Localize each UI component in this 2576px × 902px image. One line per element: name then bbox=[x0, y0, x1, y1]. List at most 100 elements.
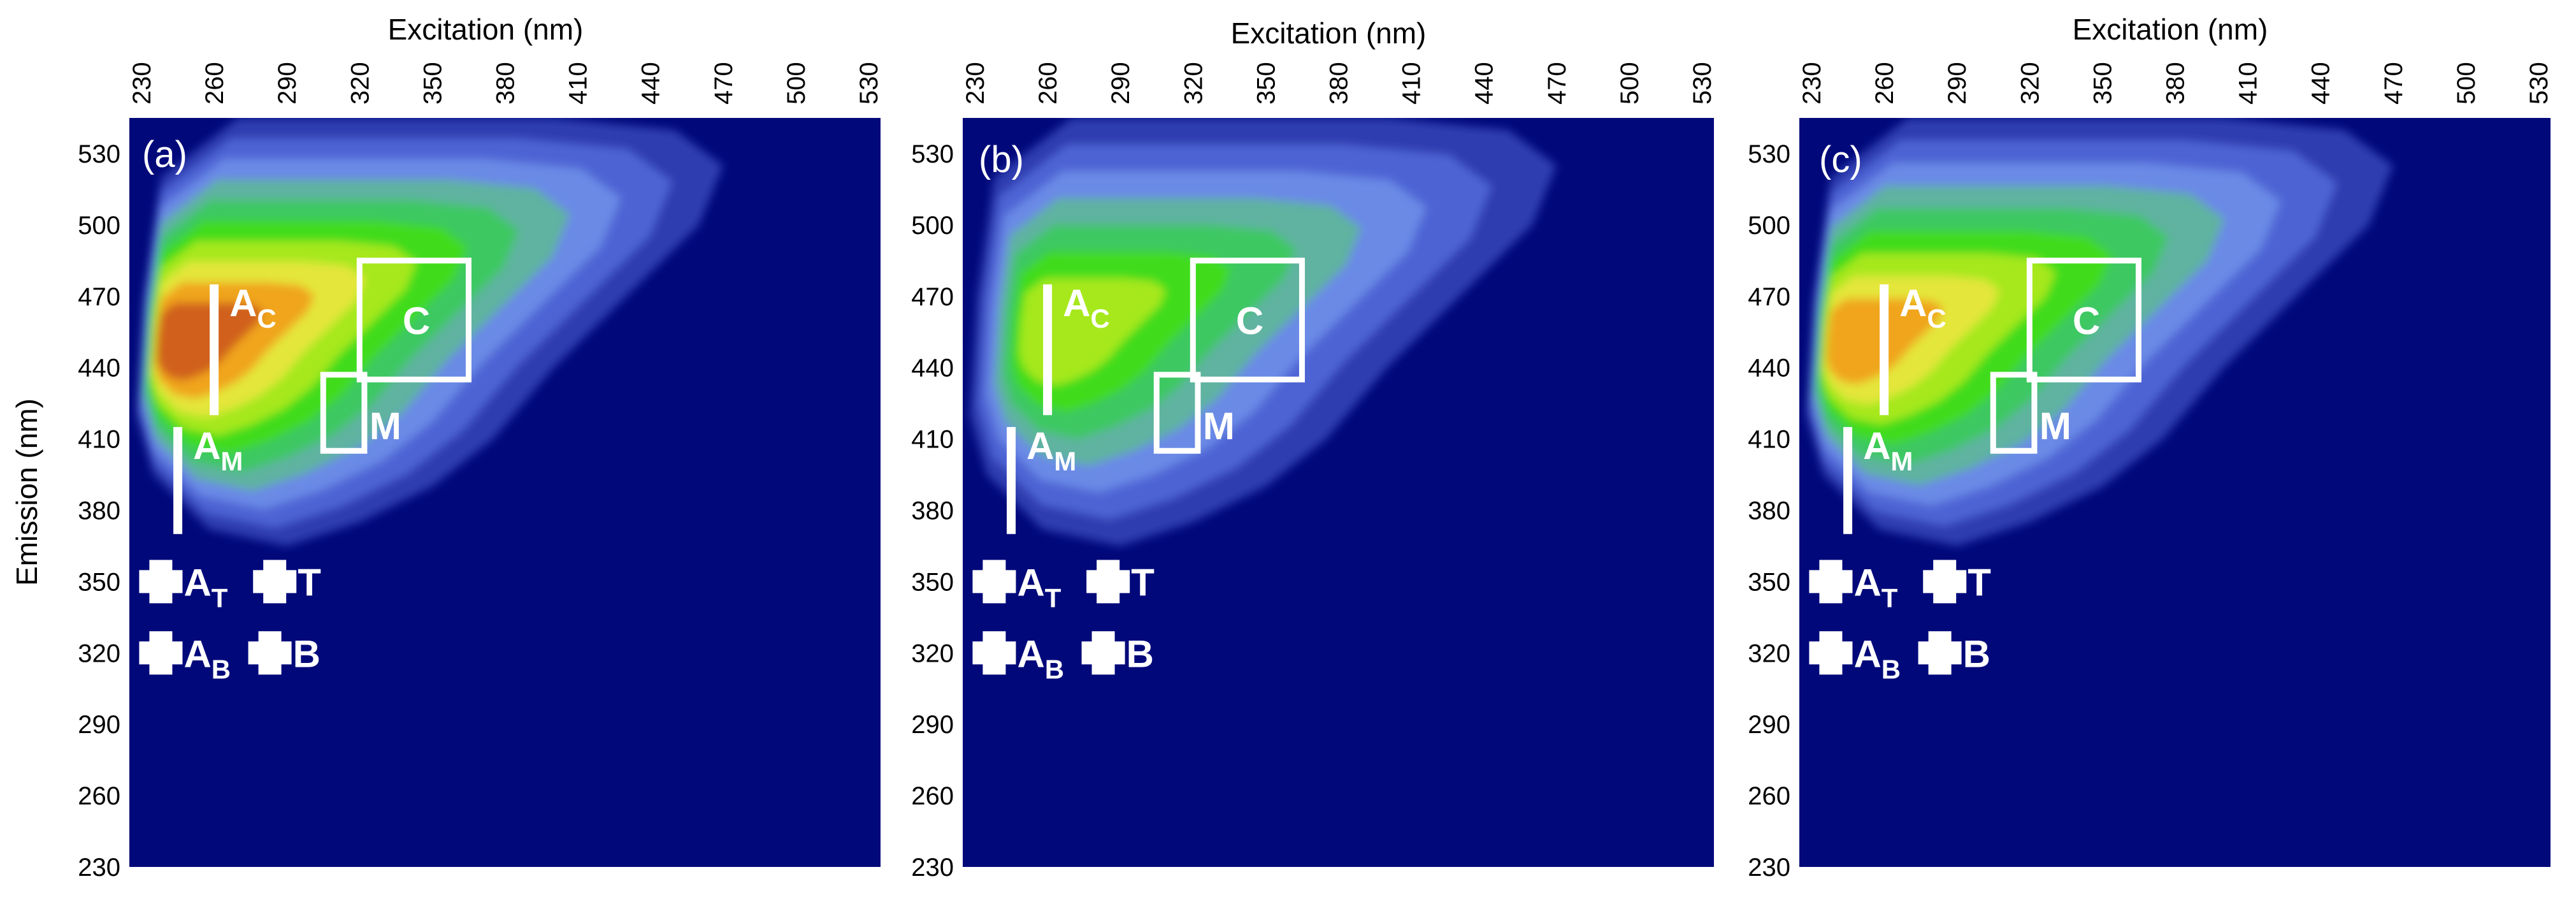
region-c: C bbox=[1190, 258, 1305, 382]
cross-marker bbox=[253, 560, 297, 604]
region-label: B bbox=[293, 632, 320, 675]
y-tick-label: 500 bbox=[78, 212, 120, 240]
region-label: M bbox=[1203, 405, 1235, 447]
y-tick-label: 530 bbox=[78, 140, 120, 168]
x-tick-label: 440 bbox=[637, 62, 665, 105]
y-tick-label: 320 bbox=[1748, 639, 1790, 667]
region-subscript: T bbox=[1045, 583, 1061, 613]
y-tick-label: 470 bbox=[911, 283, 954, 311]
y-tick-label: 440 bbox=[78, 354, 120, 382]
y-tick-label: 230 bbox=[1748, 854, 1790, 882]
x-axis-title: Excitation (nm) bbox=[388, 13, 584, 46]
panel-label: (c) bbox=[1819, 139, 1862, 180]
contour-layers bbox=[136, 118, 723, 546]
contour-layers bbox=[1806, 118, 2393, 546]
region-b: B bbox=[248, 631, 320, 675]
region-label: M bbox=[2040, 405, 2071, 447]
region-label: T bbox=[1968, 561, 1991, 604]
region-subscript: M bbox=[220, 446, 243, 476]
y-tick-label: 380 bbox=[78, 497, 120, 525]
contour-layers bbox=[970, 118, 1557, 546]
axis-ticks: 230 260 290 320 350 380 410 440 470 500 530 530 500 4… bbox=[911, 62, 1716, 882]
x-tick-label: 320 bbox=[2016, 62, 2044, 105]
cross-marker bbox=[1086, 560, 1130, 604]
cross-marker bbox=[1809, 631, 1853, 675]
y-tick-label: 230 bbox=[78, 854, 120, 882]
y-tick-label: 410 bbox=[1748, 426, 1790, 454]
region-m: M bbox=[1153, 372, 1235, 454]
panel-label: (a) bbox=[142, 134, 187, 175]
region-subscript: T bbox=[212, 583, 228, 613]
region-subscript: M bbox=[1890, 446, 1913, 476]
region-subscript: C bbox=[1090, 303, 1109, 333]
y-tick-label: 410 bbox=[911, 426, 954, 454]
y-tick-label: 380 bbox=[1748, 497, 1790, 525]
y-tick-label: 260 bbox=[911, 782, 954, 810]
x-tick-label: 380 bbox=[2162, 62, 2190, 105]
region-t: T bbox=[1086, 560, 1155, 604]
x-tick-label: 290 bbox=[1943, 62, 1971, 105]
region-c: C bbox=[2026, 258, 2141, 382]
x-tick-label: 290 bbox=[273, 62, 301, 105]
region-c: C bbox=[356, 258, 471, 382]
region-label: C bbox=[2073, 300, 2100, 342]
y-tick-label: 350 bbox=[1748, 568, 1790, 596]
x-tick-label: 530 bbox=[1688, 62, 1716, 105]
x-tick-label: 470 bbox=[2380, 62, 2408, 105]
y-tick-label: 530 bbox=[1748, 140, 1790, 168]
x-tick-label: 290 bbox=[1107, 62, 1135, 105]
y-tick-label: 290 bbox=[911, 711, 954, 739]
region-b: B bbox=[1081, 631, 1154, 675]
x-tick-label: 230 bbox=[961, 62, 989, 105]
cross-marker bbox=[248, 631, 292, 675]
y-tick-label: 260 bbox=[78, 782, 120, 810]
x-tick-label: 500 bbox=[782, 62, 810, 105]
x-tick-label: 530 bbox=[2525, 62, 2553, 105]
region-t: T bbox=[1923, 560, 1991, 604]
x-tick-label: 320 bbox=[1179, 62, 1207, 105]
x-tick-label: 410 bbox=[2234, 62, 2263, 105]
region-label: B bbox=[1126, 632, 1154, 675]
region-subscript: M bbox=[1054, 446, 1076, 476]
y-tick-label: 290 bbox=[1748, 711, 1790, 739]
region-label: M bbox=[370, 405, 401, 447]
x-tick-label: 260 bbox=[1034, 62, 1062, 105]
region-box bbox=[2026, 258, 2141, 382]
x-tick-label: 500 bbox=[1616, 62, 1644, 105]
contour-level-7 bbox=[1019, 278, 1166, 386]
y-tick-label: 500 bbox=[1748, 212, 1790, 240]
x-tick-label: 530 bbox=[855, 62, 883, 105]
x-axis-title: Excitation (nm) bbox=[1231, 17, 1427, 50]
cross-marker bbox=[139, 631, 183, 675]
region-label: C bbox=[403, 300, 430, 342]
region-box bbox=[1190, 258, 1305, 382]
region-label: B bbox=[1963, 632, 1990, 675]
cross-marker bbox=[972, 560, 1016, 604]
region-subscript: T bbox=[1882, 583, 1898, 613]
y-tick-label: 500 bbox=[911, 212, 954, 240]
x-tick-label: 410 bbox=[565, 62, 593, 105]
x-tick-label: 380 bbox=[1325, 62, 1353, 105]
y-tick-label: 260 bbox=[1748, 782, 1790, 810]
region-subscript: B bbox=[212, 654, 231, 684]
x-tick-label: 440 bbox=[2307, 62, 2335, 105]
x-tick-label: 350 bbox=[419, 62, 447, 105]
x-tick-label: 260 bbox=[201, 62, 229, 105]
cross-marker bbox=[1809, 560, 1853, 604]
x-tick-label: 260 bbox=[1871, 62, 1899, 105]
cross-marker bbox=[972, 631, 1016, 675]
region-m: M bbox=[1990, 372, 2071, 454]
x-tick-label: 380 bbox=[492, 62, 520, 105]
y-tick-label: 350 bbox=[911, 568, 954, 596]
region-label: C bbox=[1236, 300, 1263, 342]
x-tick-label: 350 bbox=[2089, 62, 2117, 105]
y-tick-label: 440 bbox=[1748, 354, 1790, 382]
x-tick-label: 500 bbox=[2452, 62, 2480, 105]
y-tick-label: 470 bbox=[78, 283, 120, 311]
